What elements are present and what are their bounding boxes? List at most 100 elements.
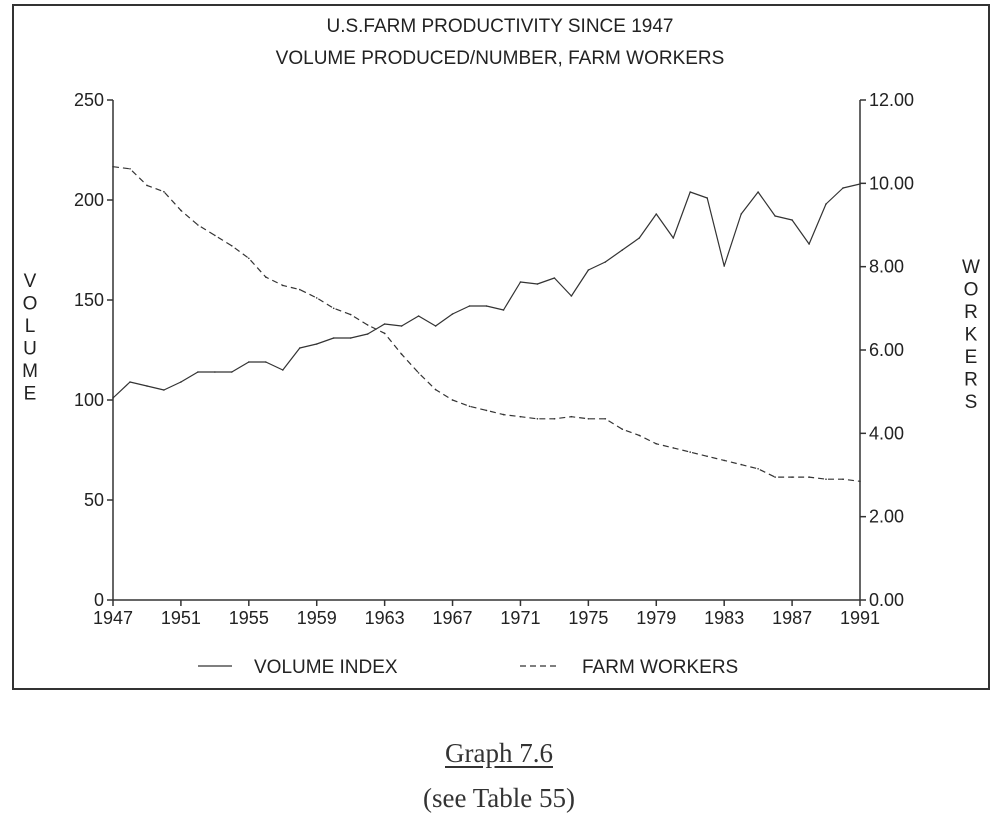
farm-workers-point [706,455,708,458]
volume-index-point [112,397,114,399]
chart: U.S.FARM PRODUCTIVITY SINCE 1947 VOLUME … [22,16,980,678]
farm-workers-point [265,276,267,278]
volume-index-point [129,381,131,383]
volume-index-point [163,389,165,391]
volume-index-point [383,323,386,325]
volume-index-point [689,191,691,193]
farm-workers-point [553,418,556,420]
x-tick-label: 1951 [161,608,201,628]
right-tick-label: 2.00 [869,507,904,527]
volume-index-point [366,333,369,335]
left-tick-label: 0 [94,590,104,610]
left-tick-label: 50 [84,490,104,510]
farm-workers-point [299,288,301,291]
farm-workers-point [502,413,505,416]
legend: VOLUME INDEX FARM WORKERS [198,657,738,678]
right-tick-label: 4.00 [869,423,904,443]
volume-index-point [553,277,556,279]
volume-index-point [214,371,216,373]
volume-index-point [282,369,284,371]
volume-index-point [485,305,488,307]
right-tick-label: 10.00 [869,173,914,193]
farm-workers-point [587,418,590,420]
volume-index-point [774,215,776,217]
legend-volume-label: VOLUME INDEX [254,657,398,678]
farm-workers-point [146,184,148,187]
caption-title: Graph 7.6 [445,738,553,768]
left-tick-label: 100 [74,390,104,410]
right-axis-label-letter: R [964,370,978,391]
volume-index-point [638,237,641,239]
x-tick-label: 1991 [840,608,880,628]
chart-title: U.S.FARM PRODUCTIVITY SINCE 1947 [326,16,673,37]
volume-index-point [808,243,810,245]
volume-index-point [434,325,437,327]
farm-workers-point [332,307,335,310]
farm-workers-point [231,245,233,247]
x-tick-label: 1979 [636,608,676,628]
farm-workers-point [112,165,114,168]
volume-index-point [299,347,301,349]
right-axis-label-letter: E [965,347,978,368]
farm-workers-point [638,434,641,437]
volume-index-point [757,191,759,193]
volume-index-point [672,237,675,239]
farm-workers-point [825,478,827,481]
volume-index-point [248,361,250,363]
farm-workers-point [655,443,658,445]
farm-workers-point [672,447,675,449]
left-axis-label-letter: M [22,361,38,382]
caption: Graph 7.6 (see Table 55) [0,738,998,814]
left-tick-label: 150 [74,290,104,310]
plot-area [112,100,861,601]
x-tick-label: 1947 [93,608,133,628]
volume-index-point [400,325,403,327]
volume-index-point [197,371,199,373]
farm-workers-point [366,324,369,326]
volume-index-point [859,183,861,185]
farm-workers-point [248,257,250,260]
right-tick-label: 0.00 [869,590,904,610]
farm-workers-point [536,418,539,420]
left-axis-label-letter: U [23,339,37,360]
right-tick-label: 6.00 [869,340,904,360]
volume-index-point [146,385,148,387]
volume-index-point [231,371,233,373]
farm-workers-point [400,353,403,356]
legend-workers-label: FARM WORKERS [582,657,738,678]
x-tick-label: 1975 [568,608,608,628]
left-axis-label-letter: O [23,294,38,315]
volume-index-point [791,219,793,221]
volume-index-point [536,283,539,285]
farm-workers-point [621,428,624,431]
right-axis-label-letter: S [965,392,978,413]
farm-workers-point [485,409,488,412]
volume-index-point [417,315,420,317]
right-tick-label: 8.00 [869,257,904,277]
volume-index-point [502,309,505,311]
farm-workers-point [383,332,386,335]
right-axis-label: WORKERS [962,257,980,413]
volume-index-point [315,343,318,345]
volume-index-line [112,183,861,399]
farm-workers-point [689,451,691,453]
farm-workers-point [434,388,437,391]
left-tick-label: 250 [74,90,104,110]
farm-workers-point [570,415,573,418]
volume-index-point [570,295,573,297]
right-axis-ticks: 0.00 2.00 4.00 6.00 8.00 10.00 12.00 [860,90,914,610]
farm-workers-point [757,468,759,470]
volume-index-point [265,361,267,363]
volume-index-point [349,337,352,339]
volume-index-point [706,197,708,199]
farm-workers-point [417,372,420,374]
volume-index-point [451,313,454,315]
farm-workers-point [282,284,284,287]
volume-index-point [825,203,827,205]
left-tick-label: 200 [74,190,104,210]
farm-workers-point [214,234,216,237]
left-axis-label-letter: V [24,271,37,292]
x-tick-label: 1955 [229,608,269,628]
farm-workers-point [791,476,793,478]
left-axis-label-letter: E [24,384,37,405]
